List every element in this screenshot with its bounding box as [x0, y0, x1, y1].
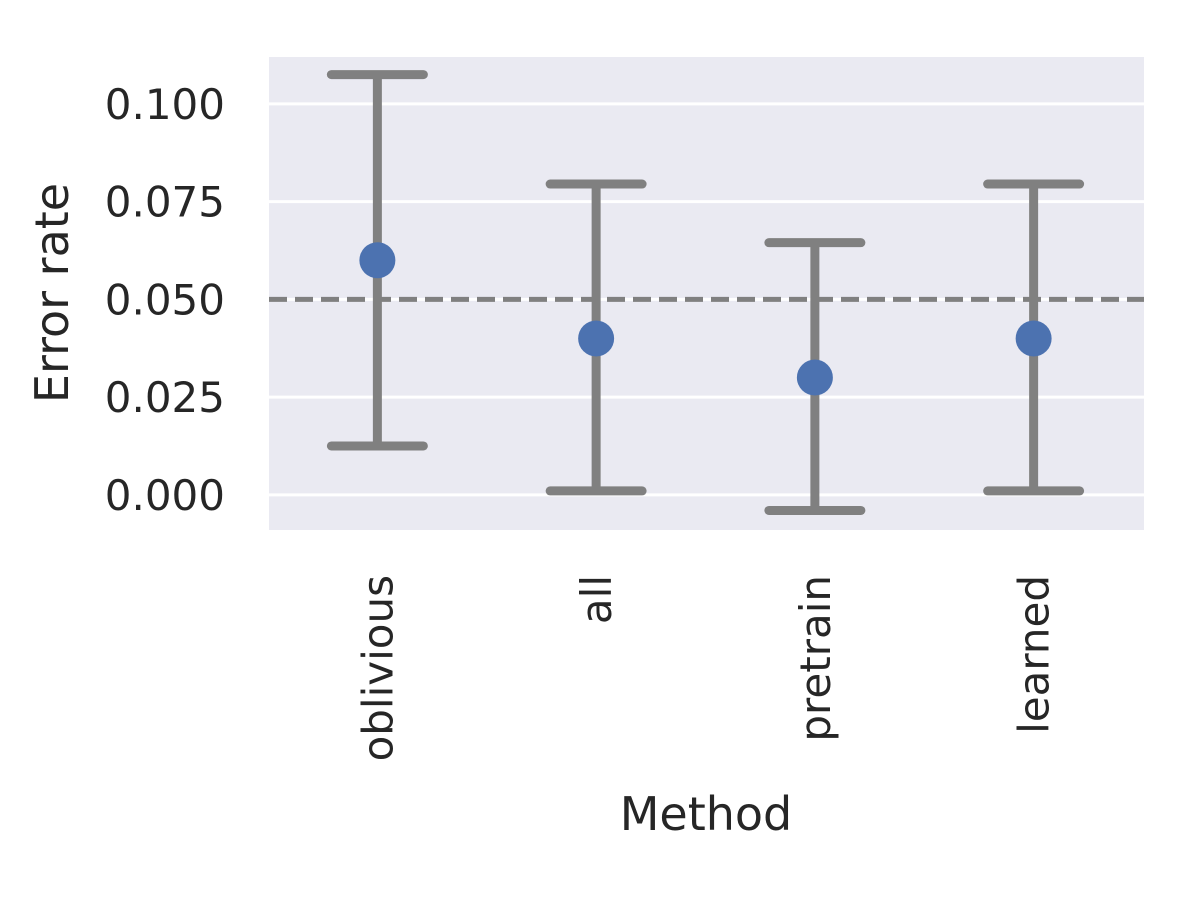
y-tick-label: 0.025 [105, 373, 225, 422]
x-tick-label: oblivious [353, 575, 402, 761]
data-point [359, 242, 396, 279]
x-tick-label: learned [1010, 575, 1059, 734]
y-tick-labels: 0.000 0.025 0.050 0.075 0.100 [105, 80, 225, 520]
y-tick-label: 0.100 [105, 80, 225, 129]
data-point [578, 320, 615, 357]
data-point [796, 359, 833, 396]
x-tick-labels: oblivious all pretrain learned [353, 575, 1058, 761]
data-points [359, 242, 1052, 396]
y-tick-label: 0.050 [105, 275, 225, 324]
y-tick-label: 0.000 [105, 471, 225, 520]
y-tick-label: 0.075 [105, 178, 225, 227]
y-axis-label: Error rate [25, 183, 79, 403]
plot-background [269, 57, 1144, 530]
x-axis-label: Method [620, 787, 793, 841]
x-tick-label: all [572, 575, 621, 624]
data-point [1015, 320, 1052, 357]
x-tick-label: pretrain [791, 575, 840, 742]
